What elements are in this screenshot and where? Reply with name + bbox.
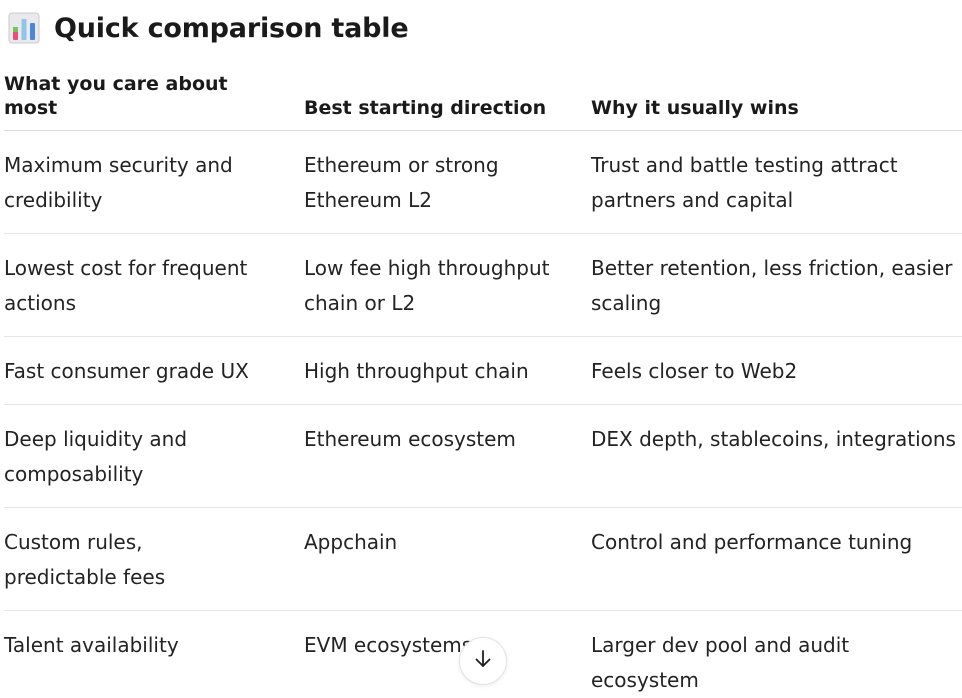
table-cell: Control and performance tuning [591,530,913,554]
table-cell: Low fee high throughput chain or L2 [304,256,550,315]
table-row: Deep liquidity and composability Ethereu… [4,405,962,508]
table-row: Custom rules, predictable fees Appchain … [4,508,962,611]
table-cell: EVM ecosystems [304,633,473,657]
table-cell: DEX depth, stablecoins, integrations [591,427,956,451]
table-row: Fast consumer grade UX High throughput c… [4,337,962,405]
table-cell: Appchain [304,530,398,554]
table-cell: Ethereum ecosystem [304,427,516,451]
table-cell: Trust and battle testing attract partner… [591,153,898,212]
table-cell: Lowest cost for frequent actions [4,256,248,315]
table-cell: Custom rules, predictable fees [4,530,166,589]
column-header: Best starting direction [304,97,547,119]
table-cell: Talent availability [4,633,179,657]
table-cell: Better retention, less friction, easier … [591,256,953,315]
table-cell: Feels closer to Web2 [591,359,798,383]
table-cell: Deep liquidity and composability [4,427,188,486]
column-header: Why it usually wins [591,97,799,119]
scroll-to-bottom-button[interactable] [459,637,507,685]
table-header: What you care about most Best starting d… [4,70,962,131]
table-cell: Ethereum or strong Ethereum L2 [304,153,499,212]
comparison-table: What you care about most Best starting d… [4,70,962,692]
table-cell: Maximum security and credibility [4,153,233,212]
table-row: Talent availability EVM ecosystems Large… [4,611,962,692]
arrow-down-icon [472,648,494,674]
heading-title: Quick comparison table [54,12,409,44]
table-cell: Larger dev pool and audit ecosystem [591,633,850,692]
table-row: Lowest cost for frequent actions Low fee… [4,234,962,337]
bar-chart-icon [8,12,40,44]
table-cell: Fast consumer grade UX [4,359,249,383]
column-header: What you care about most [4,73,228,119]
section-heading: Quick comparison table [8,12,409,44]
table-cell: High throughput chain [304,359,529,383]
table-row: Maximum security and credibility Ethereu… [4,131,962,234]
